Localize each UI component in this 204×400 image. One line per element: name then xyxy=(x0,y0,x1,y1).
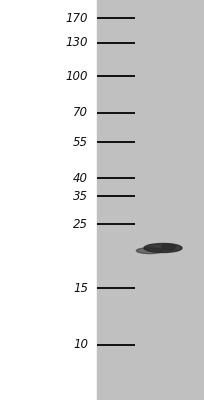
Ellipse shape xyxy=(136,248,163,254)
Text: 55: 55 xyxy=(73,136,88,148)
Text: 40: 40 xyxy=(73,172,88,184)
Bar xyxy=(97,0,204,400)
Text: 35: 35 xyxy=(73,190,88,202)
Ellipse shape xyxy=(162,244,175,250)
Text: 70: 70 xyxy=(73,106,88,120)
Text: 15: 15 xyxy=(73,282,88,294)
Text: 25: 25 xyxy=(73,218,88,230)
Text: 10: 10 xyxy=(73,338,88,352)
Ellipse shape xyxy=(144,244,182,252)
Text: 170: 170 xyxy=(65,12,88,24)
Text: 100: 100 xyxy=(65,70,88,82)
Text: 130: 130 xyxy=(65,36,88,50)
